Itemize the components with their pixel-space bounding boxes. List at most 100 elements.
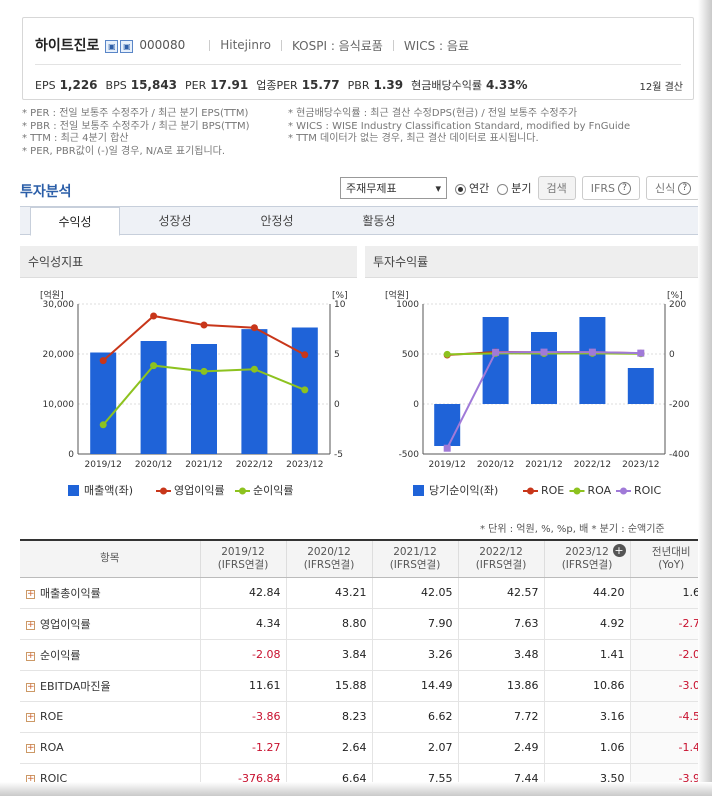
legend-label: 매출액(좌)	[84, 484, 133, 497]
data-point	[250, 324, 258, 332]
table-row: + 영업이익률 4.34 8.80 7.90 7.63 4.92 -2.71	[20, 608, 712, 640]
footnote: * TTM 데이터가 없는 경우, 최근 결산 데이터로 표시됩니다.	[288, 133, 539, 145]
bar	[140, 341, 167, 454]
add-column-icon[interactable]: +	[612, 544, 626, 557]
table-cell: 3.26	[371, 639, 458, 671]
roi-chart-panel: 투자수익률 [억원] [%] 1000 500 0 -500 200 0 -200 -400 201…	[365, 246, 700, 510]
quarter-radio[interactable]	[497, 183, 509, 195]
y-tick-right: 200	[669, 300, 686, 310]
metric-value: 15.77	[301, 78, 340, 92]
data-point	[99, 421, 107, 429]
company-header: 하이트진로 ▣ ▣ 000080 Hitejinro KOSPI : 음식료품 …	[35, 35, 469, 55]
row-label-text: ROE	[40, 710, 64, 723]
roi-chart: [억원] [%] 1000 500 0 -500 200 0 -200 -400 2019/12 20…	[385, 289, 690, 497]
legend-swatch	[573, 487, 581, 495]
data-point	[301, 386, 309, 394]
footnote: * PER : 전일 보통주 수정주가 / 최근 분기 EPS(TTM)	[22, 108, 249, 119]
expand-icon[interactable]: +	[26, 588, 35, 599]
tab-growth[interactable]: 성장성	[158, 214, 192, 228]
x-tick: 2021/12	[185, 460, 222, 470]
help-icon[interactable]: ?	[617, 181, 631, 195]
metric-value: 1.39	[373, 78, 404, 92]
divider	[280, 39, 282, 51]
row-label[interactable]: + ROE	[20, 701, 200, 733]
legend-label: 순이익률	[253, 484, 293, 497]
expand-icon[interactable]: +	[26, 681, 35, 692]
table-row: + 순이익률 -2.08 3.84 3.26 3.48 1.41 -2.07	[20, 639, 712, 671]
footnote: * PBR : 전일 보통주 수정주가 / 최근 분기 BPS(TTM)	[22, 120, 250, 132]
metric-value: 4.33%	[485, 78, 528, 92]
table-cell: 7.90	[371, 608, 458, 640]
metrics-row: EPS 1,226 BPS 15,843 PER 17.91 업종PER 15.77 P…	[35, 77, 683, 93]
divider	[209, 39, 211, 51]
column-header: 2020/12 (IFRS연결)	[285, 539, 372, 578]
row-label[interactable]: + 영업이익률	[20, 608, 200, 640]
y-tick-right: 5	[334, 350, 340, 360]
y-axis-left-label: [억원]	[40, 289, 64, 301]
legend-swatch	[620, 487, 627, 495]
row-label[interactable]: + EBITDA마진율	[20, 670, 200, 702]
row-label[interactable]: + 매출총이익률	[20, 577, 200, 609]
expand-icon[interactable]: +	[26, 650, 35, 661]
y-tick-left: 30,000	[43, 300, 75, 310]
row-label[interactable]: + ROA	[20, 732, 200, 764]
legend-swatch	[527, 487, 534, 495]
data-point	[200, 367, 208, 375]
table-cell: 3.16	[543, 701, 630, 733]
table-cell: 2.49	[457, 732, 544, 764]
tab-stability[interactable]: 안정성	[260, 214, 294, 228]
ifrs-button[interactable]: IFRS?	[581, 176, 640, 200]
tab-activity[interactable]: 활동성	[362, 214, 396, 228]
row-label[interactable]: + 순이익률	[20, 639, 200, 671]
column-header-item: 항목	[20, 539, 200, 578]
annual-radio[interactable]	[455, 183, 466, 195]
metric-label: PER	[185, 78, 207, 92]
row-label-text: ROA	[40, 741, 64, 754]
table-cell: 42.57	[457, 577, 544, 609]
bar	[482, 317, 509, 404]
y-tick-right: -200	[669, 400, 690, 410]
tab-profitability[interactable]: 수익성	[30, 207, 120, 236]
metric-label: 현금배당수익률	[411, 79, 482, 92]
legend-swatch	[68, 485, 79, 496]
expand-icon[interactable]: +	[26, 619, 35, 630]
chevron-down-icon: ▾	[435, 181, 441, 195]
new-format-button[interactable]: 신식?	[645, 176, 701, 200]
data-point	[443, 444, 451, 452]
metric-value: 15,843	[130, 78, 178, 92]
divider	[392, 39, 394, 51]
row-label-text: ROIC	[40, 772, 68, 785]
footnote: * TTM : 최근 4분기 합산	[22, 133, 129, 145]
footnotes-right: * 현금배당수익률 : 최근 결산 수정DPS(현금) / 전일 보통주 수정주…	[288, 108, 630, 146]
column-header: 2023/12 (IFRS연결) +	[543, 539, 630, 578]
analysis-tabs: 수익성 성장성 안정성 활동성	[20, 206, 700, 236]
bar	[434, 404, 461, 446]
expand-icon[interactable]: +	[26, 743, 35, 753]
help-icon[interactable]: ?	[678, 181, 692, 195]
expand-icon[interactable]: +	[26, 712, 35, 722]
table-cell: 13.86	[457, 670, 544, 702]
building-icon[interactable]: ▣	[105, 39, 119, 53]
x-tick: 2019/12	[429, 460, 466, 470]
y-tick-left: 0	[68, 450, 74, 460]
divider	[35, 64, 681, 65]
legend-label: ROE	[541, 484, 564, 497]
y-tick-right: 0	[334, 400, 340, 410]
building-icon[interactable]: ▣	[120, 39, 134, 53]
x-tick: 2023/12	[286, 460, 323, 470]
table-cell: 2.07	[371, 732, 458, 764]
table-cell: -2.08	[199, 639, 286, 671]
bar	[531, 332, 557, 404]
y-tick-left: 20,000	[43, 350, 75, 360]
x-tick: 2020/12	[477, 460, 514, 470]
metric-label: 업종PER	[256, 79, 298, 92]
table-cell: 1.41	[543, 639, 630, 671]
column-header: 2021/12 (IFRS연결)	[371, 539, 458, 578]
table-cell: 1.06	[543, 732, 630, 764]
profitability-table: 항목 2019/12 (IFRS연결) 2020/12 (IFRS연결) 2021/12(…	[20, 539, 712, 795]
statement-select[interactable]: 주재무제표 ▾	[340, 177, 447, 199]
row-label-text: 매출총이익률	[40, 586, 101, 600]
search-button[interactable]: 검색	[537, 176, 576, 200]
scroll-shadow	[698, 0, 712, 796]
